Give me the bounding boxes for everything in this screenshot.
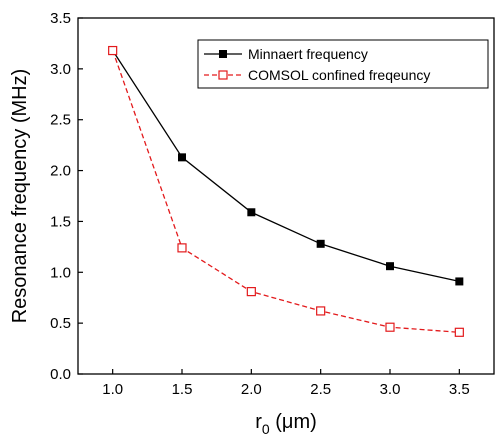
y-tick-label: 0.5 bbox=[50, 315, 71, 332]
data-point bbox=[178, 153, 186, 162]
legend-entry: Minnaert frequency bbox=[204, 46, 368, 62]
legend-marker bbox=[219, 50, 227, 58]
x-axis-title-unit: (μm) bbox=[270, 411, 317, 433]
y-tick-label: 1.0 bbox=[50, 264, 71, 281]
y-tick-label: 0.0 bbox=[50, 366, 71, 383]
legend-label: COMSOL confined freqeuncy bbox=[248, 67, 430, 83]
x-tick-label: 2.5 bbox=[310, 381, 331, 398]
y-tick-label: 2.0 bbox=[50, 163, 71, 180]
series-line bbox=[112, 50, 460, 333]
plot-frame bbox=[77, 17, 495, 375]
data-point bbox=[177, 243, 187, 253]
data-point bbox=[316, 306, 326, 316]
x-axis-title: r0 (μm) bbox=[255, 411, 317, 437]
y-tick-label: 2.5 bbox=[50, 112, 71, 129]
legend: Minnaert frequency COMSOL confined freqeu… bbox=[197, 39, 489, 89]
y-axis-ticks: 0.0 0.5 1.0 1.5 2.0 2.5 3.0 3.5 bbox=[50, 10, 83, 383]
data-point bbox=[386, 262, 394, 271]
series-2 bbox=[108, 45, 464, 337]
data-point bbox=[454, 327, 464, 337]
data-point bbox=[108, 45, 118, 56]
data-point bbox=[385, 322, 395, 332]
legend-entry: COMSOL confined freqeuncy bbox=[204, 67, 430, 83]
series-layer bbox=[108, 45, 464, 337]
y-tick-label: 3.0 bbox=[50, 61, 71, 78]
legend-label: Minnaert frequency bbox=[248, 46, 368, 62]
data-point bbox=[247, 208, 256, 217]
data-point bbox=[316, 239, 325, 248]
x-axis-title-main: r bbox=[255, 411, 262, 433]
legend-entries: Minnaert frequency COMSOL confined freqeu… bbox=[204, 46, 430, 83]
y-tick-label: 3.5 bbox=[50, 10, 71, 27]
legend-box bbox=[197, 39, 489, 89]
x-axis-ticks: 1.0 1.5 2.0 2.5 3.0 3.5 bbox=[102, 369, 470, 398]
x-tick-label: 3.0 bbox=[380, 381, 401, 398]
x-tick-label: 1.5 bbox=[172, 381, 193, 398]
legend-marker bbox=[218, 70, 228, 80]
x-tick-label: 1.0 bbox=[102, 381, 123, 398]
data-point bbox=[455, 277, 464, 286]
series-line bbox=[112, 50, 460, 283]
y-axis-title: Resonance frequency (MHz) bbox=[9, 69, 31, 324]
x-axis-title-subscript: 0 bbox=[262, 421, 270, 437]
x-tick-label: 2.0 bbox=[241, 381, 262, 398]
x-tick-label: 3.5 bbox=[449, 381, 470, 398]
data-point bbox=[246, 287, 256, 297]
y-tick-label: 1.5 bbox=[50, 213, 71, 230]
